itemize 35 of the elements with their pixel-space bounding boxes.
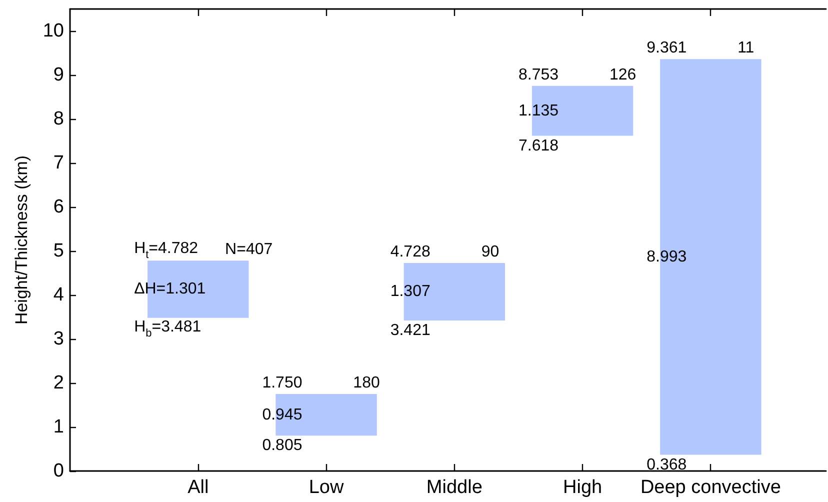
annotation: 180 xyxy=(353,374,380,392)
annotation: 7.618 xyxy=(518,137,559,154)
y-tick-label: 5 xyxy=(53,240,64,262)
y-tick-label: 1 xyxy=(53,416,64,438)
annotation: 3.421 xyxy=(390,322,430,339)
data-label: 8.993 xyxy=(646,248,687,266)
y-axis-title: Height/Thickness (km) xyxy=(12,155,31,325)
annotation: 90 xyxy=(481,243,500,260)
y-tick-label: 8 xyxy=(53,108,64,130)
annotation: 0.805 xyxy=(262,437,302,454)
y-tick-label: 7 xyxy=(53,152,64,174)
y-tick-label: 4 xyxy=(53,284,64,306)
y-tick-label: 2 xyxy=(53,372,64,394)
y-tick-label: 3 xyxy=(53,328,64,350)
annotation: 4.728 xyxy=(390,243,430,260)
data-label: 0.945 xyxy=(262,406,302,424)
y-tick-label: 0 xyxy=(53,460,64,482)
x-tick-label: Low xyxy=(308,477,344,498)
annotation: 9.361 xyxy=(646,40,687,57)
y-tick-label: 10 xyxy=(42,20,64,42)
annotation: 1.750 xyxy=(262,374,302,392)
annotation: 126 xyxy=(609,66,636,84)
y-tick-label: 6 xyxy=(53,196,64,218)
data-label: 1.307 xyxy=(390,283,430,300)
annotation: N=407 xyxy=(225,241,273,258)
data-label: 1.135 xyxy=(518,102,559,120)
data-label: ΔH=1.301 xyxy=(134,280,206,298)
annotation: 0.368 xyxy=(646,456,687,474)
x-tick-label: Deep convective xyxy=(640,477,781,498)
x-tick-label: All xyxy=(188,477,209,498)
x-tick-label: High xyxy=(563,477,602,498)
x-tick-label: Middle xyxy=(426,477,482,498)
y-tick-label: 9 xyxy=(53,64,64,86)
annotation: 8.753 xyxy=(518,66,559,84)
annotation: 11 xyxy=(738,40,754,57)
